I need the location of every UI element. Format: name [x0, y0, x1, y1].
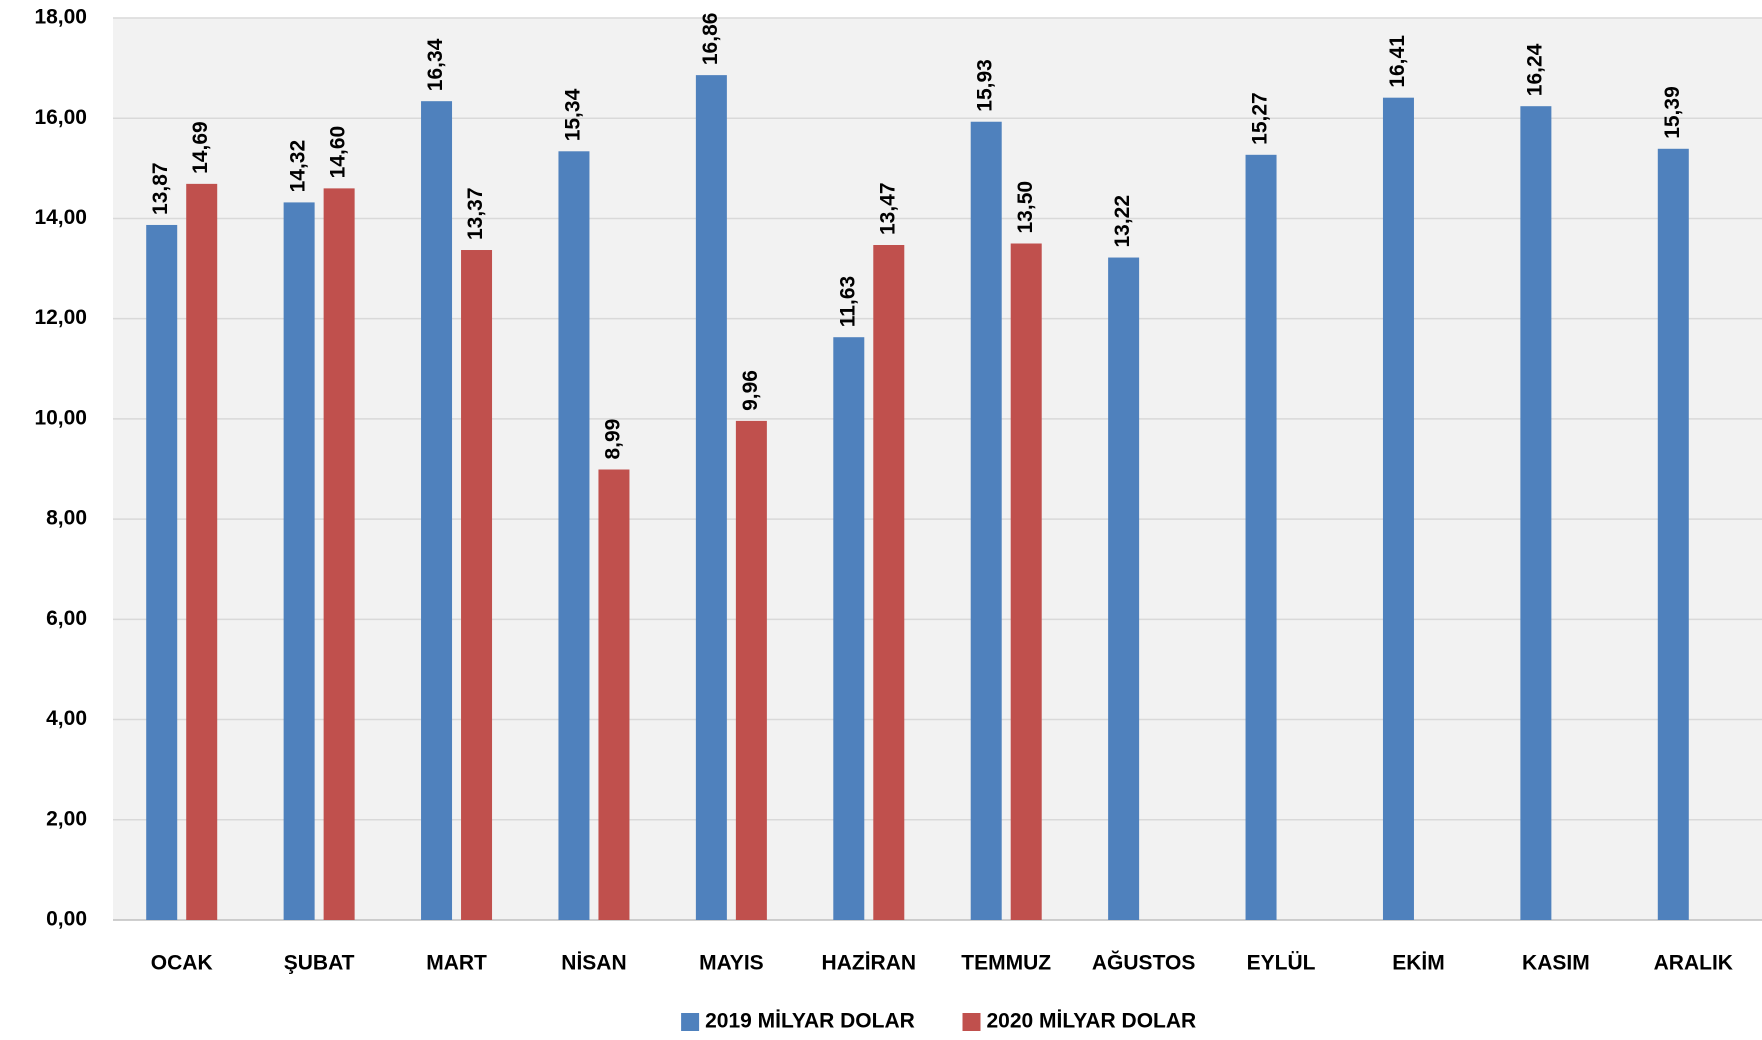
- y-tick-label: 14,00: [34, 206, 87, 229]
- x-tick-label: AĞUSTOS: [1092, 951, 1195, 975]
- legend-swatch: [962, 1013, 981, 1031]
- x-tick-label: EYLÜL: [1247, 952, 1316, 975]
- y-tick-label: 6,00: [46, 607, 87, 630]
- x-tick-label: MAYIS: [699, 952, 764, 975]
- y-tick-label: 2,00: [46, 807, 87, 830]
- bar: [1382, 97, 1414, 921]
- y-tick-label: 4,00: [46, 707, 87, 730]
- plot-area: [113, 18, 1762, 920]
- bar: [558, 151, 590, 921]
- bar: [283, 202, 315, 921]
- y-tick-label: 8,00: [46, 507, 87, 530]
- y-tick-label: 16,00: [34, 106, 87, 129]
- data-label: 13,50: [1014, 181, 1037, 234]
- y-tick-label: 10,00: [34, 406, 87, 429]
- data-label: 13,47: [876, 182, 899, 235]
- bar: [421, 101, 453, 920]
- data-label: 11,63: [836, 276, 859, 327]
- data-label: 14,69: [189, 121, 212, 174]
- bar: [598, 469, 630, 920]
- x-tick-label: HAZİRAN: [822, 952, 917, 975]
- bar: [970, 121, 1002, 921]
- bar: [146, 224, 178, 921]
- y-tick-label: 18,00: [34, 6, 87, 29]
- bar: [695, 75, 727, 921]
- bar: [1108, 257, 1140, 920]
- bar: [1245, 154, 1277, 920]
- y-tick-label: 12,00: [34, 306, 87, 329]
- x-tick-label: ARALIK: [1654, 952, 1733, 975]
- bar: [323, 188, 355, 920]
- bar: [873, 245, 905, 921]
- x-tick-label: OCAK: [151, 952, 213, 975]
- data-label: 16,86: [699, 13, 722, 66]
- bar: [1010, 243, 1042, 920]
- data-label: 15,27: [1249, 92, 1272, 145]
- bar: [1657, 148, 1689, 921]
- data-label: 8,99: [602, 419, 625, 460]
- legend-label: 2020 MİLYAR DOLAR: [987, 1010, 1197, 1033]
- data-label: 13,37: [464, 187, 487, 240]
- bar: [735, 420, 767, 920]
- data-label: 14,32: [287, 140, 310, 193]
- data-label: 9,96: [739, 370, 762, 411]
- x-tick-label: KASIM: [1522, 952, 1590, 975]
- data-label: 16,24: [1523, 43, 1546, 96]
- data-label: 16,41: [1386, 35, 1409, 88]
- data-label: 13,22: [1111, 195, 1134, 248]
- x-tick-label: MART: [426, 952, 487, 975]
- legend-swatch: [681, 1013, 700, 1031]
- x-tick-label: EKİM: [1392, 952, 1445, 975]
- x-tick-label: TEMMUZ: [961, 952, 1051, 975]
- data-label: 13,87: [149, 162, 172, 215]
- data-label: 14,60: [327, 126, 350, 179]
- x-tick-label: NİSAN: [561, 952, 626, 975]
- data-label: 15,93: [974, 59, 997, 112]
- bar: [833, 337, 865, 920]
- data-label: 15,39: [1661, 86, 1684, 139]
- bar: [461, 250, 493, 920]
- data-label: 15,34: [562, 88, 585, 141]
- y-tick-label: 0,00: [46, 908, 87, 931]
- bar: [1520, 106, 1552, 920]
- x-tick-label: ŞUBAT: [284, 952, 355, 975]
- bar: [186, 183, 218, 920]
- legend-label: 2019 MİLYAR DOLAR: [705, 1010, 915, 1033]
- data-label: 16,34: [424, 38, 447, 91]
